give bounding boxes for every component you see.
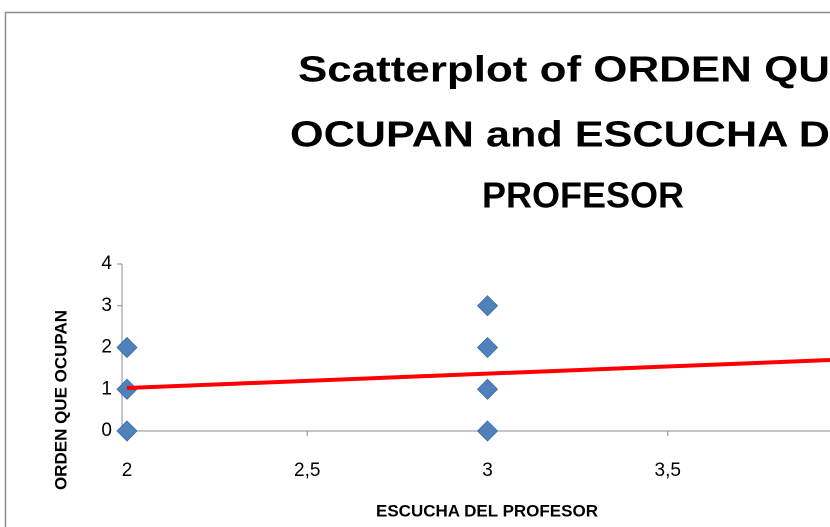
y-tick-label: 4 (101, 253, 112, 274)
x-tick-label: 2,5 (294, 460, 320, 481)
point (476, 378, 499, 400)
point (476, 295, 499, 317)
y-tick-label: 0 (101, 420, 112, 441)
x-tick-label: 2 (122, 460, 133, 481)
y-tick-label: 2 (101, 337, 112, 358)
chart-border (4, 11, 830, 527)
point (116, 336, 138, 359)
x-tick-label: 3,5 (655, 460, 681, 481)
point (476, 336, 499, 359)
chart-title: OCUPAN and ESCUCHA D (290, 114, 830, 155)
x-axis-title: ESCUCHA DEL PROFESOR (376, 501, 598, 520)
point (116, 420, 138, 442)
point (476, 420, 499, 442)
y-axis-title: ORDEN QUE OCUPAN (51, 310, 70, 490)
trendline (126, 358, 830, 390)
y-tick-label: 3 (101, 295, 112, 316)
x-tick-label: 3 (482, 460, 493, 481)
y-tick-label: 1 (101, 378, 112, 399)
chart-title: PROFESOR (482, 175, 684, 216)
chart-title: Scatterplot of ORDEN QU (298, 49, 830, 90)
